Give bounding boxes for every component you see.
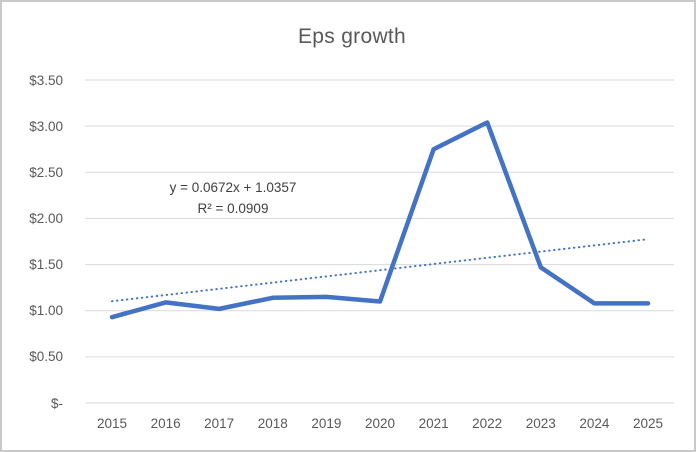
y-axis-tick-label: $0.50 (29, 349, 63, 365)
y-axis-tick-label: $2.50 (29, 164, 63, 180)
trendline (111, 238, 649, 303)
x-axis-tick-label: 2023 (525, 416, 556, 431)
x-axis-tick-label: 2021 (418, 416, 449, 431)
chart-title: Eps growth (297, 25, 407, 48)
y-axis-tick-label: $- (50, 395, 63, 411)
x-axis-tick-label: 2016 (150, 416, 181, 431)
y-axis-tick-label: $3.50 (29, 72, 63, 88)
eps-series-line (109, 120, 651, 320)
y-axis-tick-label: $3.00 (29, 118, 63, 134)
x-axis-tick-label: 2017 (204, 416, 235, 431)
x-axis-tick-label: 2020 (364, 416, 396, 431)
x-axis-tick-label: 2015 (96, 416, 128, 431)
trendline-r-squared: R² = 0.0909 (197, 201, 269, 216)
y-axis-tick-label: $2.00 (29, 210, 63, 226)
y-axis-tick-label: $1.00 (29, 303, 63, 319)
x-axis-tick-label: 2018 (257, 416, 288, 431)
trendline-equation: y = 0.0672x + 1.0357 (169, 180, 297, 195)
x-axis-tick-label: 2024 (579, 416, 610, 431)
y-axis-tick-label: $1.50 (29, 257, 63, 273)
trendline-label: y = 0.0672x + 1.0357 R² = 0.0909 (133, 177, 333, 219)
x-axis-tick-label: 2025 (632, 416, 664, 431)
x-axis-tick-label: 2022 (472, 416, 503, 431)
x-axis-tick-label: 2019 (311, 416, 342, 431)
